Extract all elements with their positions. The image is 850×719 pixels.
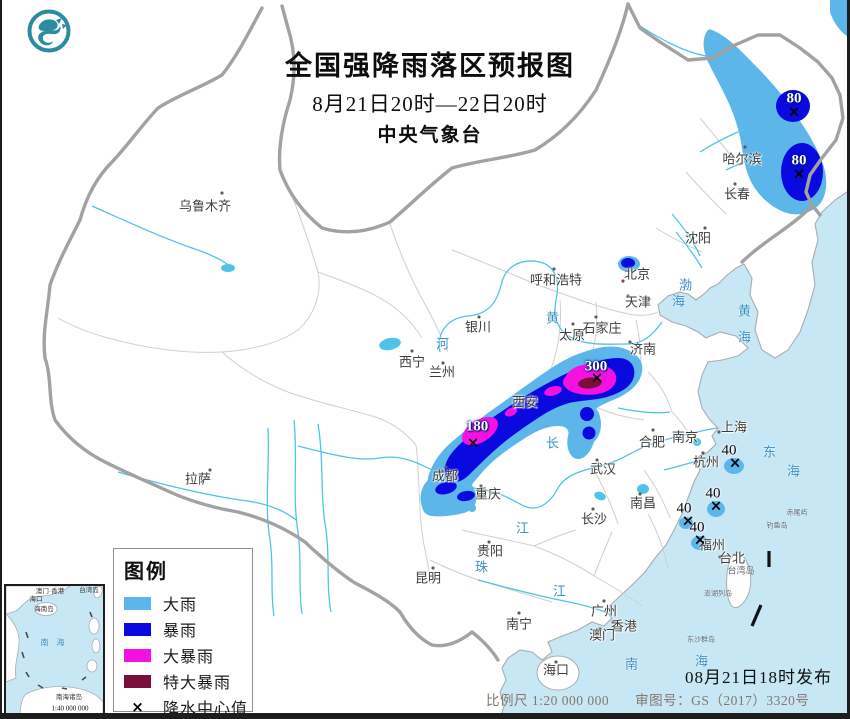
rain-band-sw-tail — [420, 472, 477, 517]
map-scale: 比例尺 1:20 000 000 — [486, 693, 610, 708]
forecast-period: 8月21日20时—22日20时 — [312, 92, 548, 116]
islands — [536, 551, 752, 691]
rain-coastal-4 — [691, 536, 709, 550]
rain-extreme-areas — [578, 377, 602, 389]
legend: 图例 大雨 暴雨 大暴雨 特大暴雨 × 降水中心值 — [113, 548, 253, 718]
province-borders — [57, 117, 741, 607]
right-edge-border — [847, 0, 850, 719]
swatch-heavy-rainstorm — [124, 648, 151, 662]
swatch-extreme-rainstorm — [124, 674, 151, 688]
legend-title: 图例 — [124, 561, 168, 583]
nine-dash-line — [21, 611, 93, 690]
approval-number: 审图号：GS（2017）3320号 — [635, 693, 810, 708]
cma-dragon-logo — [26, 8, 72, 59]
page-title: 全国强降雨落区预报图 — [285, 51, 575, 81]
national-border — [42, 2, 845, 662]
sea-area — [499, 189, 850, 719]
storm-ne-1 — [776, 90, 810, 122]
taiwan-island — [726, 551, 752, 609]
legend-item-heavy-rainstorm: 大暴雨 — [124, 642, 252, 668]
bottom-edge-border — [0, 713, 850, 719]
x-mark-icon: × — [131, 698, 144, 716]
rain-corner-ne — [830, 0, 850, 38]
south-china-sea-inset: 澳门·香港 台湾岛 海口 海南岛南 海南海诸岛 1:40 000 000 — [4, 584, 105, 719]
swatch-rainstorm — [124, 622, 151, 636]
rain-coastal-1 — [724, 458, 744, 474]
swatch-heavy-rain — [124, 596, 151, 610]
legend-item-extreme-rainstorm: 特大暴雨 — [124, 668, 252, 694]
dragon-icon — [38, 19, 61, 46]
rivers — [91, 25, 769, 617]
hainan-island — [536, 655, 580, 691]
lakes — [221, 264, 701, 501]
left-edge-border — [0, 0, 2, 719]
issue-time: 08月21日18时发布 — [685, 668, 832, 687]
agency-name: 中央气象台 — [377, 125, 483, 146]
rain-coastal-2 — [707, 501, 725, 517]
storm-ne-2 — [781, 143, 823, 201]
strait-boundary-bars — [750, 551, 771, 627]
rain-coastal-3 — [679, 517, 693, 529]
legend-item-heavy-rain: 大雨 — [124, 590, 252, 616]
scale-and-approval: 比例尺 1:20 000 000 审图号：GS（2017）3320号 — [486, 689, 835, 709]
legend-item-rainstorm: 暴雨 — [124, 616, 252, 642]
